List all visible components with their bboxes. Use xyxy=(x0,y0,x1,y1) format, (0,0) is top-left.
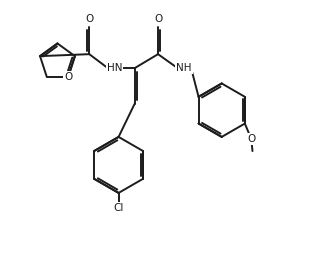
Text: O: O xyxy=(64,72,72,82)
Text: O: O xyxy=(247,134,255,144)
Text: O: O xyxy=(85,14,93,24)
Text: NH: NH xyxy=(176,63,192,73)
Text: O: O xyxy=(154,14,162,24)
Text: HN: HN xyxy=(106,63,122,73)
Text: Cl: Cl xyxy=(114,203,124,213)
